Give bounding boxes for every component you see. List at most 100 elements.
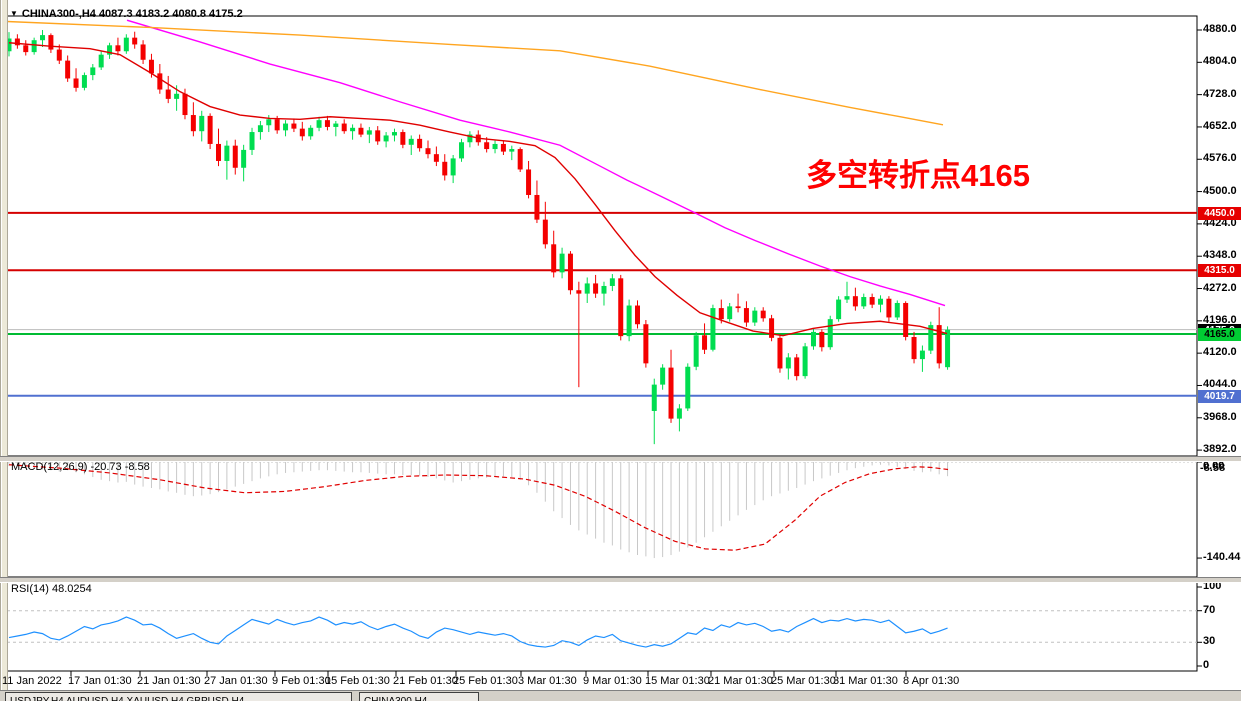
- candle-body: [73, 78, 79, 88]
- price-axis-label: 4044.0: [1203, 378, 1237, 391]
- candle-body: [852, 296, 858, 307]
- candle-body: [90, 67, 96, 76]
- chart-title-text: CHINA300-,H4 4087.3 4183.2 4080.8 4175.2: [21, 8, 243, 20]
- time-axis-label: 15 Feb 01:30: [325, 675, 390, 687]
- rsi-axis-label-0: 0: [1203, 659, 1210, 671]
- price-axis-label: 4652.0: [1203, 119, 1237, 132]
- candle-body: [291, 123, 297, 129]
- candle-body: [810, 331, 816, 347]
- macd-indicator-label: MACD(12,26,9) -20.73 -8.58: [11, 461, 150, 473]
- candle-body: [802, 346, 808, 377]
- macd-axis-label-signal: -8.58: [1200, 462, 1226, 474]
- candle-body: [517, 149, 523, 170]
- candle-body: [48, 35, 54, 50]
- candle-body: [241, 149, 247, 168]
- candle-body: [433, 154, 439, 162]
- candle-body: [534, 194, 540, 220]
- candle-body: [609, 278, 615, 286]
- candle-body: [894, 302, 900, 318]
- candle-body: [81, 75, 87, 88]
- candle-body: [40, 35, 46, 41]
- candle-body: [903, 302, 909, 337]
- candle-body: [660, 367, 666, 385]
- candle-body: [710, 308, 716, 350]
- candle-body: [341, 123, 347, 132]
- macd-signal-line: [8, 464, 949, 551]
- price-axis-label: 4348.0: [1203, 249, 1237, 262]
- macd-axis-label-zero: 0.00: [1203, 460, 1225, 472]
- price-axis-label: 4804.0: [1203, 55, 1237, 68]
- price-axis-label: 4728.0: [1203, 87, 1237, 100]
- candle-body: [576, 290, 582, 294]
- candle-body: [727, 306, 733, 320]
- candle-body: [165, 89, 171, 99]
- chart-text-annotation: 多空转折点4165: [806, 158, 1030, 193]
- price-axis-label: 4120.0: [1203, 346, 1237, 359]
- candle-body: [65, 60, 71, 79]
- candle-body: [735, 306, 741, 309]
- candle-body: [249, 132, 255, 150]
- chart-tab-china300[interactable]: CHINA300,H4: [359, 692, 479, 701]
- candle-body: [157, 73, 163, 90]
- candle-body: [358, 127, 364, 135]
- slow-ma-line: [6, 20, 944, 126]
- fast-ma-line: [8, 42, 948, 337]
- time-axis-label: 9 Mar 01:30: [583, 675, 642, 687]
- candle-body: [878, 298, 884, 305]
- time-axis-label: 25 Feb 01:30: [453, 675, 518, 687]
- candle-body: [819, 331, 825, 348]
- candle-body: [542, 219, 548, 245]
- medium-ma-line: [126, 19, 946, 307]
- candle-body: [945, 329, 951, 368]
- chart-title: ▼ CHINA300-,H4 4087.3 4183.2 4080.8 4175.…: [10, 8, 243, 20]
- candle-body: [324, 120, 330, 127]
- chart-tab-group[interactable]: USDJPY,H4 AUDUSD,H4 XAUUSD,H4 GBPUSD,H4: [5, 692, 352, 701]
- candle-body: [769, 318, 775, 338]
- candle-body: [207, 115, 213, 144]
- rsi-line: [8, 616, 948, 648]
- time-axis-label: 8 Apr 01:30: [903, 675, 960, 687]
- candle-body: [199, 115, 205, 132]
- time-axis-label: 21 Jan 01:30: [137, 675, 201, 687]
- candle-body: [559, 253, 565, 273]
- candle-body: [266, 119, 272, 126]
- chart-tab-bar: USDJPY,H4 AUDUSD,H4 XAUUSD,H4 GBPUSD,H4 …: [0, 690, 1241, 701]
- candle-body: [115, 45, 121, 52]
- candle-body: [836, 299, 842, 320]
- candle-body: [123, 37, 129, 52]
- candle-body: [140, 44, 146, 60]
- candle-body: [467, 134, 473, 143]
- pane-divider-rsi[interactable]: [0, 577, 1241, 583]
- candle-body: [928, 325, 934, 351]
- candle-body: [743, 308, 749, 323]
- symbol-dropdown-icon[interactable]: ▼: [10, 9, 18, 18]
- rsi-axis-label-100: 100: [1203, 580, 1222, 592]
- time-axis-label: 17 Jan 01:30: [68, 675, 132, 687]
- candle-body: [216, 143, 221, 161]
- pane-divider-macd[interactable]: [0, 456, 1241, 462]
- candle-body: [283, 123, 289, 131]
- price-axis-label: 4196.0: [1203, 313, 1237, 326]
- main-panel-border: [6, 15, 1198, 457]
- candle-body: [484, 142, 490, 150]
- candle-body: [861, 297, 867, 307]
- candle-body: [760, 310, 766, 319]
- rsi-axis-label-70: 70: [1203, 603, 1216, 616]
- candle-body: [794, 357, 800, 377]
- candle-body: [618, 278, 624, 337]
- candle-body: [785, 357, 791, 369]
- candle-body: [693, 335, 699, 367]
- candle-body: [257, 125, 263, 133]
- time-axis-label: 31 Mar 01:30: [833, 675, 898, 687]
- candle-body: [626, 305, 632, 337]
- price-tag-4450.0: 4450.0: [1198, 206, 1241, 220]
- rsi-indicator-label: RSI(14) 48.0254: [11, 583, 92, 595]
- candle-body: [752, 310, 758, 323]
- candle-body: [383, 135, 389, 142]
- candle-body: [391, 132, 397, 136]
- candle-body: [869, 297, 875, 305]
- candle-body: [14, 38, 20, 46]
- candle-body: [274, 119, 280, 131]
